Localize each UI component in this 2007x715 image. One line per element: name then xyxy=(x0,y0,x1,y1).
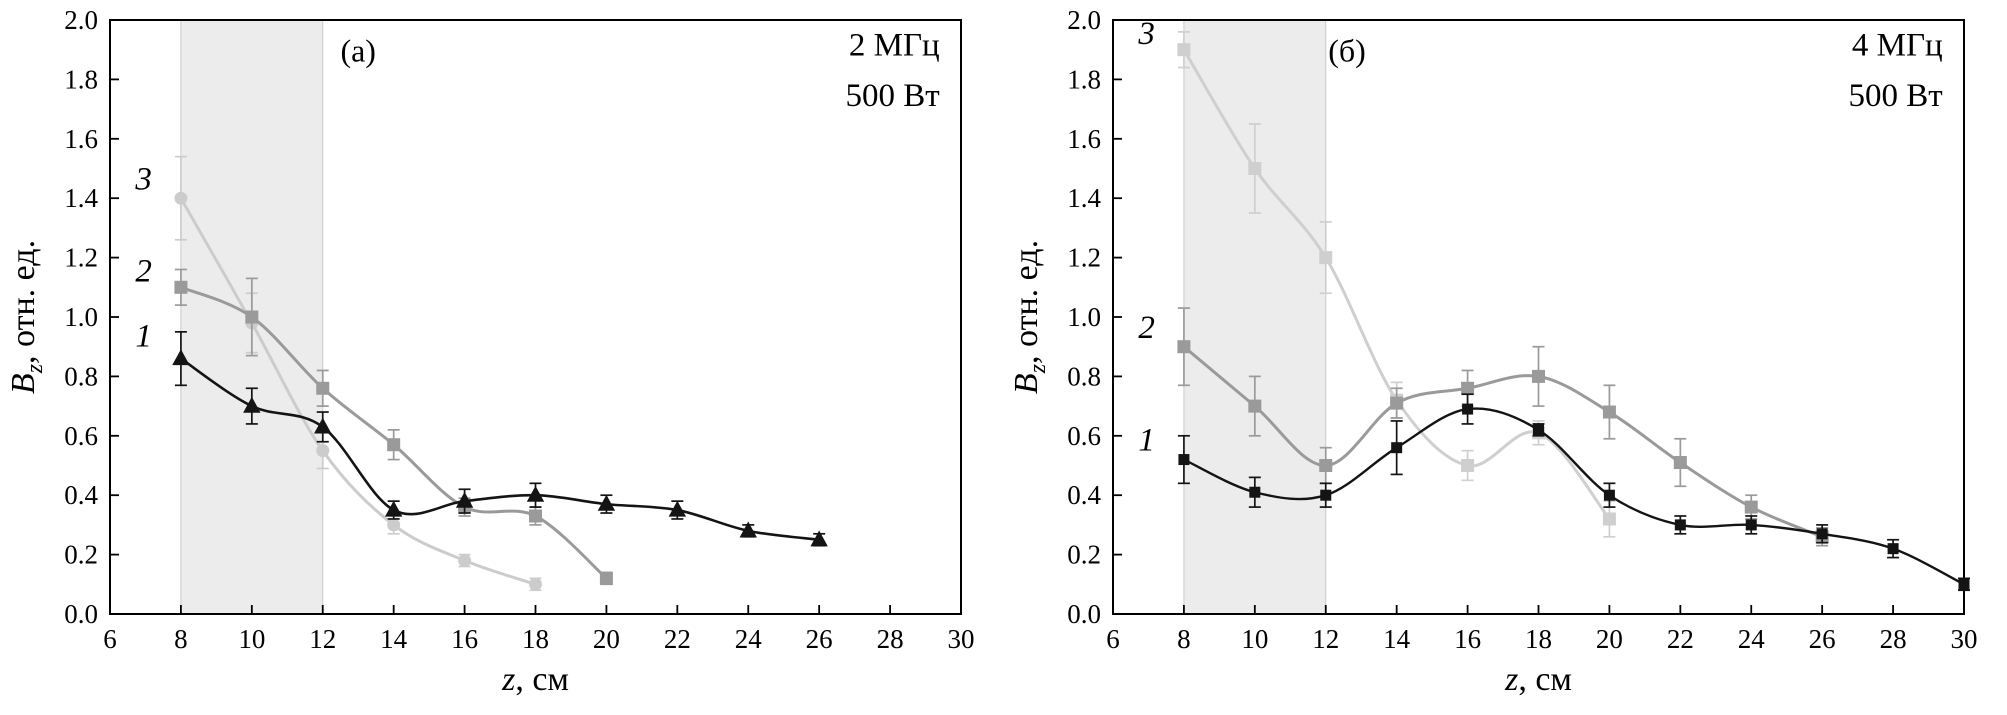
svg-text:4 МГц: 4 МГц xyxy=(1852,28,1943,64)
svg-text:1.0: 1.0 xyxy=(64,302,98,332)
y-axis: 0.0 0.2 0.4 0.6 0.8 1.0 1.2 1.4 1.6 1.8 2.0 xyxy=(64,5,119,629)
svg-text:26: 26 xyxy=(1809,624,1836,654)
curve-label-2: 2 xyxy=(1138,310,1155,346)
svg-text:1.6: 1.6 xyxy=(64,124,98,154)
svg-text:0.8: 0.8 xyxy=(64,361,98,391)
svg-text:22: 22 xyxy=(664,624,691,654)
y-axis: 0.0 0.2 0.4 0.6 0.8 1.0 1.2 1.4 1.6 1.8 2.0 xyxy=(1067,5,1122,629)
svg-text:18: 18 xyxy=(522,624,549,654)
x-axis: 6 8 10 12 14 16 18 20 22 24 26 28 30 xyxy=(103,605,975,654)
svg-text:22: 22 xyxy=(1667,624,1694,654)
panel-label: (б) xyxy=(1328,33,1366,69)
curve-label-1: 1 xyxy=(1138,423,1155,459)
chart-panel-a: 6 8 10 12 14 16 18 20 22 24 26 28 30 0.0 0.2 0.4 0.6 0.8 1… xyxy=(2,5,987,706)
svg-text:0.2: 0.2 xyxy=(1067,540,1101,570)
chart-b: 6 8 10 12 14 16 18 20 22 24 26 28 30 0.0 0.2 0.4 0.6 0.8 1… xyxy=(1005,5,1990,706)
x-axis-label: z, см xyxy=(1504,661,1572,698)
svg-text:12: 12 xyxy=(1312,624,1339,654)
series-1: 1 xyxy=(135,319,828,547)
svg-text:6: 6 xyxy=(1106,624,1120,654)
corner-annotation: 2 МГц 500 Вт xyxy=(846,28,940,114)
svg-text:1.4: 1.4 xyxy=(1067,183,1101,213)
curve-label-3: 3 xyxy=(134,161,152,197)
svg-text:28: 28 xyxy=(1880,624,1907,654)
svg-text:16: 16 xyxy=(451,624,478,654)
svg-text:28: 28 xyxy=(877,624,904,654)
svg-text:18: 18 xyxy=(1525,624,1552,654)
series-3: 3 xyxy=(134,155,542,592)
svg-text:30: 30 xyxy=(1951,624,1978,654)
svg-text:30: 30 xyxy=(948,624,975,654)
curve-label-1: 1 xyxy=(135,319,152,355)
svg-text:24: 24 xyxy=(1738,624,1766,654)
x-axis-label: z, см xyxy=(501,661,569,698)
curve-label-2: 2 xyxy=(135,253,152,289)
svg-text:10: 10 xyxy=(1241,624,1268,654)
svg-text:26: 26 xyxy=(806,624,833,654)
svg-text:20: 20 xyxy=(593,624,620,654)
svg-text:0.6: 0.6 xyxy=(64,421,98,451)
svg-text:12: 12 xyxy=(309,624,336,654)
svg-text:24: 24 xyxy=(735,624,763,654)
chart-a: 6 8 10 12 14 16 18 20 22 24 26 28 30 0.0 0.2 0.4 0.6 0.8 1… xyxy=(2,5,987,706)
svg-text:20: 20 xyxy=(1596,624,1623,654)
svg-text:1.6: 1.6 xyxy=(1067,124,1101,154)
svg-text:16: 16 xyxy=(1454,624,1481,654)
svg-text:500 Вт: 500 Вт xyxy=(1849,78,1943,114)
svg-text:10: 10 xyxy=(238,624,265,654)
panel-label: (а) xyxy=(340,33,376,69)
svg-text:0.2: 0.2 xyxy=(64,540,98,570)
svg-text:0.0: 0.0 xyxy=(64,599,98,629)
svg-text:2.0: 2.0 xyxy=(64,6,98,35)
series-2: 2 xyxy=(135,253,613,586)
svg-text:1.0: 1.0 xyxy=(1067,302,1101,332)
svg-text:1.8: 1.8 xyxy=(1067,64,1101,94)
chart-panel-b: 6 8 10 12 14 16 18 20 22 24 26 28 30 0.0 0.2 0.4 0.6 0.8 1… xyxy=(1005,5,1990,706)
curve-label-3: 3 xyxy=(1137,16,1155,52)
svg-text:0.0: 0.0 xyxy=(1067,599,1101,629)
chart-svg: 6 8 10 12 14 16 18 20 22 24 26 28 300.00.20.40.60.81… xyxy=(1008,5,1978,698)
svg-text:6: 6 xyxy=(103,624,117,654)
y-axis-label: Bz, отн. ед. xyxy=(1008,240,1051,394)
svg-text:14: 14 xyxy=(1383,624,1411,654)
svg-text:8: 8 xyxy=(174,624,188,654)
svg-text:1.2: 1.2 xyxy=(64,243,98,273)
series-1: 1 xyxy=(1138,393,1970,592)
svg-text:1.8: 1.8 xyxy=(64,64,98,94)
svg-text:1.4: 1.4 xyxy=(64,183,98,213)
y-axis-label: Bz, отн. ед. xyxy=(5,240,48,394)
svg-text:2.0: 2.0 xyxy=(1067,6,1101,35)
x-axis: 6 8 10 12 14 16 18 20 22 24 26 28 30 xyxy=(1106,605,1978,654)
svg-text:8: 8 xyxy=(1177,624,1191,654)
chart-svg: 6 8 10 12 14 16 18 20 22 24 26 28 300.00.20.40.60.81… xyxy=(5,5,975,698)
svg-text:0.8: 0.8 xyxy=(1067,361,1101,391)
shaded-band xyxy=(1183,19,1327,615)
svg-text:14: 14 xyxy=(380,624,408,654)
svg-text:0.4: 0.4 xyxy=(1067,480,1101,510)
svg-text:0.6: 0.6 xyxy=(1067,421,1101,451)
svg-text:0.4: 0.4 xyxy=(64,480,98,510)
svg-text:2 МГц: 2 МГц xyxy=(849,28,940,64)
svg-text:500 Вт: 500 Вт xyxy=(846,78,940,114)
svg-text:1.2: 1.2 xyxy=(1067,243,1101,273)
corner-annotation: 4 МГц 500 Вт xyxy=(1849,28,1943,114)
